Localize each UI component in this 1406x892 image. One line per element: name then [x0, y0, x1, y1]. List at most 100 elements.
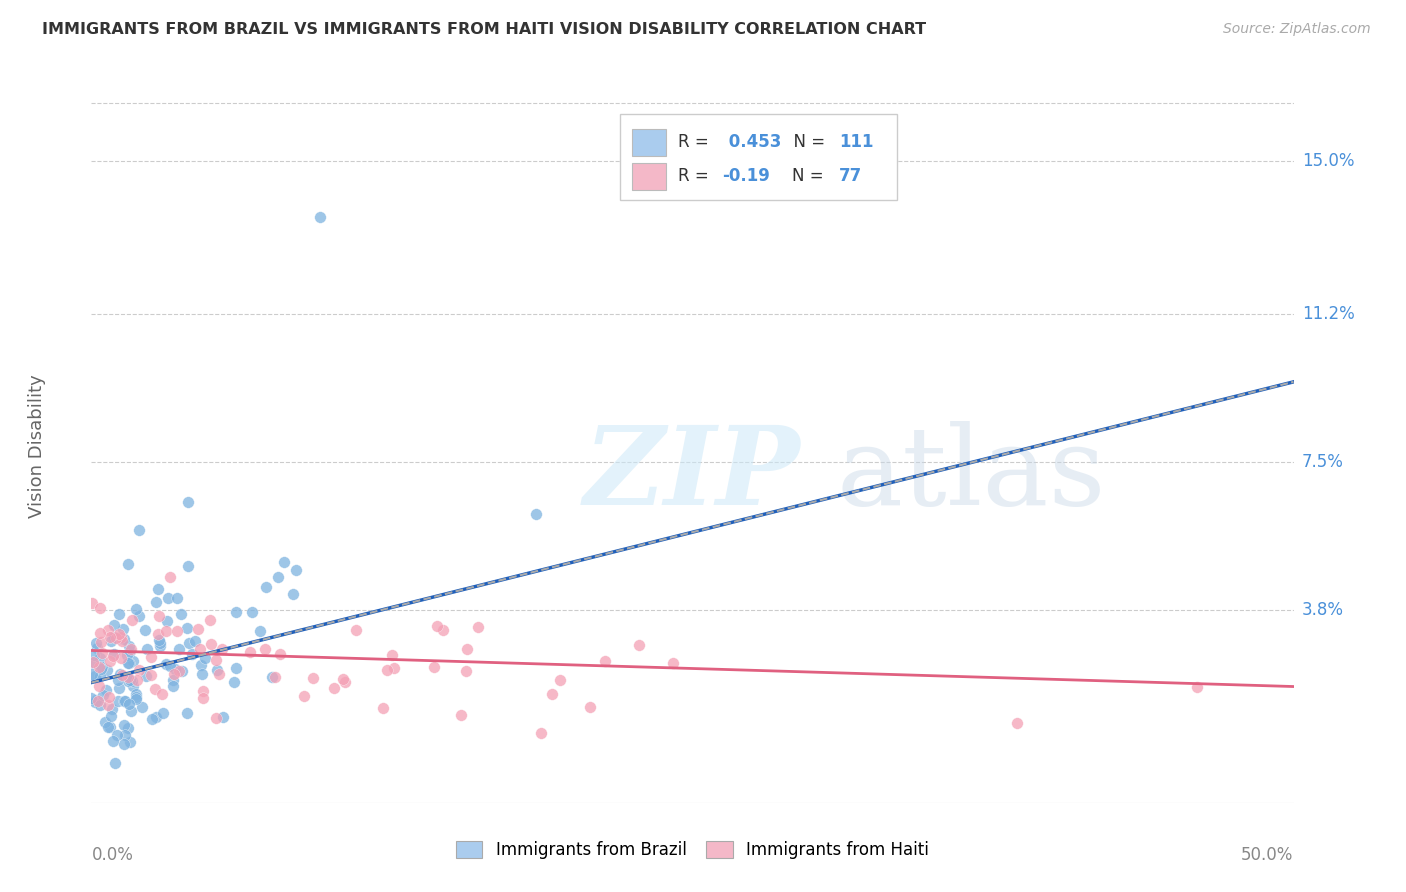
Point	[159, 658, 181, 673]
Point	[155, 624, 177, 639]
Point	[131, 700, 153, 714]
Point	[84, 636, 107, 650]
Point	[541, 687, 564, 701]
Point	[166, 624, 188, 638]
Point	[143, 681, 166, 696]
Point	[170, 607, 193, 622]
Point	[86, 641, 108, 656]
Point	[112, 622, 135, 636]
Point	[145, 709, 167, 723]
Point	[112, 737, 135, 751]
Point	[91, 660, 114, 674]
Point	[267, 570, 290, 584]
Point	[187, 622, 209, 636]
Point	[87, 694, 110, 708]
Point	[120, 673, 142, 688]
Point	[82, 655, 104, 669]
Point	[281, 587, 304, 601]
Point	[145, 595, 167, 609]
Point	[125, 692, 148, 706]
Point	[118, 697, 141, 711]
Point	[117, 674, 139, 689]
Point	[169, 641, 191, 656]
Point	[89, 669, 111, 683]
Point	[211, 642, 233, 657]
Point	[110, 651, 132, 665]
Point	[112, 694, 135, 708]
Point	[191, 667, 214, 681]
Point	[117, 721, 139, 735]
Point	[211, 709, 233, 723]
Point	[205, 711, 228, 725]
Point	[121, 613, 143, 627]
Point	[112, 632, 135, 646]
Point	[111, 667, 134, 681]
Point	[222, 675, 245, 690]
Point	[530, 725, 553, 739]
FancyBboxPatch shape	[620, 114, 897, 200]
Point	[548, 673, 571, 688]
Point	[467, 620, 489, 634]
Point	[141, 712, 163, 726]
Point	[146, 582, 169, 597]
Point	[89, 634, 111, 648]
Point	[176, 706, 198, 720]
Point	[149, 639, 172, 653]
Point	[163, 666, 186, 681]
Point	[128, 664, 150, 678]
Text: 50.0%: 50.0%	[1241, 846, 1294, 863]
Point	[118, 639, 141, 653]
Text: 11.2%: 11.2%	[1302, 305, 1354, 323]
Point	[103, 647, 125, 661]
Text: atlas: atlas	[837, 421, 1107, 528]
Point	[176, 495, 198, 509]
Point	[456, 642, 478, 657]
Point	[148, 608, 170, 623]
Point	[94, 682, 117, 697]
Point	[193, 684, 215, 698]
Point	[122, 679, 145, 693]
Text: IMMIGRANTS FROM BRAZIL VS IMMIGRANTS FROM HAITI VISION DISABILITY CORRELATION CH: IMMIGRANTS FROM BRAZIL VS IMMIGRANTS FRO…	[42, 22, 927, 37]
Point	[381, 648, 404, 662]
Point	[107, 627, 129, 641]
Text: 3.8%: 3.8%	[1302, 601, 1344, 619]
Point	[176, 621, 198, 635]
Point	[125, 690, 148, 704]
Point	[190, 642, 212, 657]
Text: ZIP: ZIP	[583, 421, 801, 528]
Text: N =: N =	[783, 133, 830, 151]
Point	[432, 623, 454, 637]
Point	[83, 669, 105, 683]
Point	[98, 720, 121, 734]
Point	[98, 654, 121, 668]
Point	[84, 693, 107, 707]
Point	[382, 661, 405, 675]
FancyBboxPatch shape	[633, 163, 666, 190]
Point	[284, 563, 307, 577]
Point	[82, 596, 104, 610]
Point	[103, 618, 125, 632]
Point	[114, 728, 136, 742]
Point	[93, 689, 115, 703]
Point	[254, 580, 277, 594]
Point	[114, 694, 136, 708]
Point	[87, 659, 110, 673]
Point	[322, 681, 344, 696]
Text: 111: 111	[839, 133, 873, 151]
Point	[148, 633, 170, 648]
Text: 77: 77	[839, 167, 862, 185]
Point	[150, 688, 173, 702]
Point	[100, 709, 122, 723]
Point	[101, 701, 124, 715]
Point	[80, 666, 103, 681]
Point	[84, 695, 107, 709]
Text: R =: R =	[678, 167, 714, 185]
Point	[254, 642, 277, 657]
Point	[139, 667, 162, 681]
Point	[101, 648, 124, 663]
Point	[118, 643, 141, 657]
Point	[117, 558, 139, 572]
Point	[120, 704, 142, 718]
Point	[105, 728, 128, 742]
Point	[149, 636, 172, 650]
